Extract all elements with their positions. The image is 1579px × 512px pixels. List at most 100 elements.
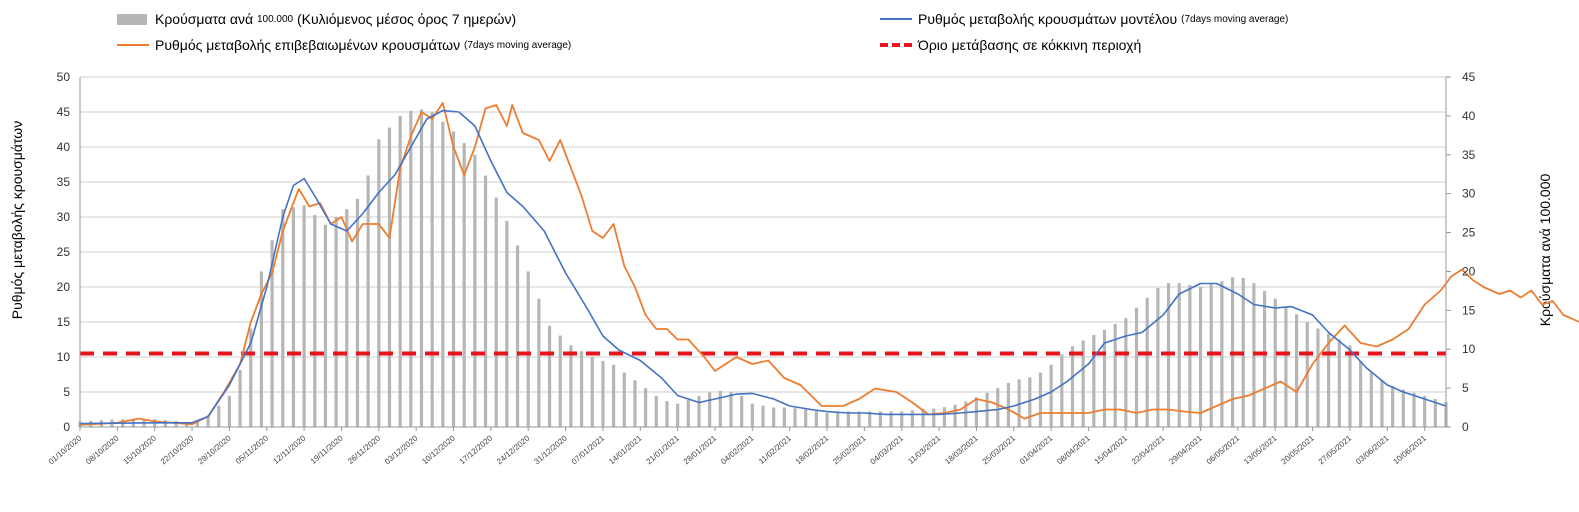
y-left-tick-label: 10 <box>57 350 71 364</box>
model-line <box>79 109 1447 425</box>
legend-label-confirmed-b: (7days moving average) <box>463 39 572 51</box>
bar <box>889 411 893 427</box>
bar <box>1070 346 1075 427</box>
x-tick-label: 10/12/2020 <box>420 433 457 466</box>
bar <box>590 357 594 427</box>
bar <box>323 224 328 427</box>
bar <box>814 410 818 427</box>
bar-series <box>78 109 1448 428</box>
bar <box>665 401 669 427</box>
x-tick-label: 22/10/2020 <box>159 433 196 466</box>
bar <box>718 390 722 427</box>
legend-label-confirmed-a: Ρυθμός μεταβολής επιβεβαιωμένων κρουσμάτ… <box>155 37 461 53</box>
bar <box>633 380 637 427</box>
x-tick-label: 31/12/2020 <box>532 433 569 466</box>
bar <box>900 411 904 427</box>
y-left-tick-label: 30 <box>57 210 71 224</box>
bar <box>238 369 242 427</box>
legend-swatch-confirmed <box>117 44 149 46</box>
bar <box>857 411 861 427</box>
x-tick-label: 13/05/2021 <box>1242 433 1279 466</box>
bar <box>740 395 744 427</box>
bar <box>622 372 626 427</box>
x-tick-label: 01/04/2021 <box>1018 433 1055 466</box>
x-tick-label: 06/05/2021 <box>1205 433 1242 466</box>
legend-item-threshold: Όριο μετάβασης σε κόκκινη περιοχή <box>880 37 1141 53</box>
y-right-tick-label: 20 <box>1462 264 1476 278</box>
y-left-tick-label: 40 <box>57 140 71 154</box>
bar <box>1177 283 1181 427</box>
bar <box>611 364 616 427</box>
bar <box>409 110 413 427</box>
bar <box>473 154 477 427</box>
bar <box>206 415 210 427</box>
bar <box>878 411 882 427</box>
x-tick-label: 01/10/2020 <box>47 433 84 466</box>
bar <box>804 409 808 427</box>
bar <box>1049 364 1053 427</box>
bar <box>1316 328 1320 427</box>
legend-item-model: Ρυθμός μεταβολής κρουσμάτων μοντέλου (7d… <box>880 11 1288 27</box>
y-right-tick-label: 45 <box>1462 70 1476 84</box>
legend-item-bars: Κρούσματα ανά 100.000 (Κυλιόμενος μέσος … <box>117 11 516 27</box>
grid <box>80 76 1446 393</box>
x-tick-label: 04/02/2021 <box>719 433 756 466</box>
bar <box>515 245 520 427</box>
bar <box>249 328 253 427</box>
y-right-tick-label: 30 <box>1462 187 1476 201</box>
x-tick-label: 15/04/2021 <box>1093 433 1130 466</box>
bar <box>1412 392 1416 427</box>
x-tick-label: 15/10/2020 <box>122 433 159 466</box>
y-left-tick-label: 0 <box>63 420 70 434</box>
y-right-tick-label: 10 <box>1462 342 1476 356</box>
bar <box>377 139 381 427</box>
bar <box>430 112 434 427</box>
bar <box>505 220 509 427</box>
y-left-tick-label: 5 <box>63 385 70 399</box>
x-tick-label: 24/12/2020 <box>495 433 532 466</box>
x-tick-label: 18/03/2021 <box>943 433 980 466</box>
model-series <box>79 109 1447 425</box>
bar <box>217 405 221 427</box>
bar <box>942 407 947 427</box>
bar <box>1028 377 1032 427</box>
bar <box>964 401 968 427</box>
bar <box>174 421 178 427</box>
x-tick-label: 20/05/2021 <box>1279 433 1316 466</box>
bar <box>1220 281 1224 427</box>
x-tick-label: 28/01/2021 <box>682 433 719 466</box>
bar <box>1156 287 1160 427</box>
bar <box>868 411 872 427</box>
legend-label-bars-b: 100.000 <box>256 13 294 25</box>
y-right-tick-label: 40 <box>1462 109 1476 123</box>
bar <box>313 215 317 427</box>
x-tick-label: 03/12/2020 <box>383 433 420 466</box>
bar <box>441 121 445 427</box>
bar <box>1401 389 1405 427</box>
bar <box>750 403 754 427</box>
bar <box>387 127 392 428</box>
legend-swatch-model <box>880 18 912 20</box>
y-left-tick-label: 50 <box>57 70 71 84</box>
bar <box>462 143 466 427</box>
bar <box>419 109 424 427</box>
bar <box>537 298 541 427</box>
bar <box>654 395 658 427</box>
bar <box>451 131 456 427</box>
bar <box>676 403 680 427</box>
x-tick-label: 29/10/2020 <box>196 433 233 466</box>
bar <box>1006 382 1011 427</box>
bar <box>366 175 370 427</box>
bar <box>334 217 338 427</box>
x-tick-label: 21/01/2021 <box>644 433 681 466</box>
bar <box>686 399 690 427</box>
bar <box>1113 323 1117 427</box>
bar <box>708 392 712 427</box>
bar <box>1359 360 1363 427</box>
bar <box>921 409 925 427</box>
x-tick-label: 22/04/2021 <box>1130 433 1167 466</box>
x-tick-label: 14/01/2021 <box>607 433 644 466</box>
y-left-tick-label: 25 <box>57 245 71 259</box>
bar <box>1209 284 1213 427</box>
